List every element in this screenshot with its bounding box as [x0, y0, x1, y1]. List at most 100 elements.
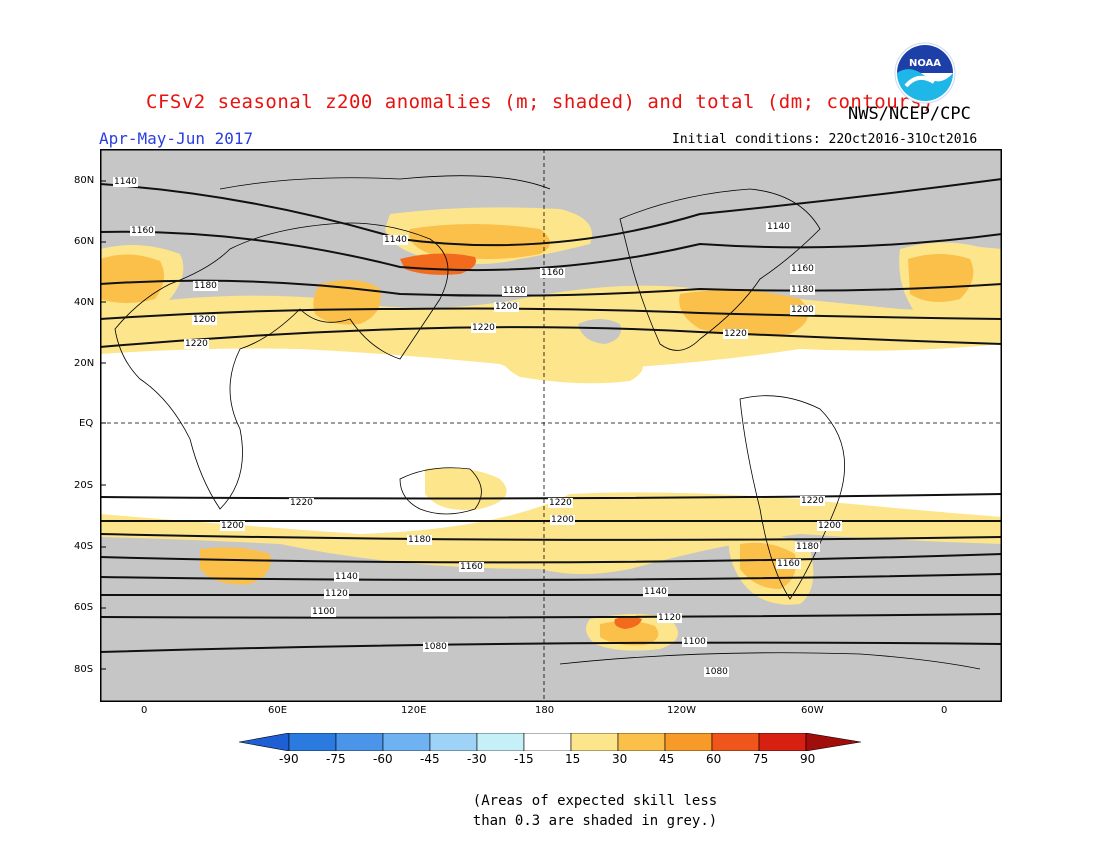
- colorbar-label: -60: [373, 752, 393, 766]
- contour-label: 1220: [184, 339, 209, 349]
- lat-tick-label: 80N: [74, 175, 95, 186]
- svg-text:NOAA: NOAA: [909, 58, 941, 69]
- contour-label: 1160: [130, 226, 155, 236]
- contour-1180-nh: [100, 279, 1002, 297]
- contour-label: 1220: [800, 496, 825, 506]
- anomaly-sh-band: [100, 492, 1002, 574]
- colorbar-swatch: [382, 733, 431, 751]
- lat-tick-label: 80S: [74, 664, 94, 675]
- anomaly-nh-subtropics: [499, 342, 643, 384]
- colorbar-label: 15: [565, 752, 581, 766]
- lon-tick-label: 0: [141, 705, 148, 716]
- anomaly-southern-ocean-core: [600, 620, 659, 646]
- coastlines: [114, 175, 981, 670]
- noaa-logo: NOAA: [894, 42, 956, 104]
- contour-label: 1200: [192, 315, 217, 325]
- anomaly-na-atlantic: [679, 290, 808, 336]
- colorbar-swatch: [523, 733, 572, 751]
- contour-label: 1180: [193, 281, 218, 291]
- footnote: (Areas of expected skill less than 0.3 a…: [440, 791, 750, 831]
- contour-label: 1200: [494, 302, 519, 312]
- lon-tick-label: 120E: [401, 705, 427, 716]
- contour-1100-sh: [100, 613, 1002, 619]
- contour-label: 1080: [704, 667, 729, 677]
- colorbar-label: -15: [514, 752, 534, 766]
- colorbar-label: -90: [279, 752, 299, 766]
- lon-tick-label: 60E: [268, 705, 288, 716]
- lat-tick-label: 20S: [74, 480, 94, 491]
- contour-label: 1200: [790, 305, 815, 315]
- contour-1080-sh: [100, 641, 1002, 653]
- contour-label: 1160: [459, 562, 484, 572]
- contour-1200-nh: [100, 307, 1002, 320]
- contour-label: 1200: [817, 521, 842, 531]
- contour-1160-sh: [100, 553, 1002, 564]
- contour-label: 1140: [643, 587, 668, 597]
- lat-tick-label: 40S: [74, 541, 94, 552]
- contour-label: 1120: [657, 613, 682, 623]
- contour-1140-sh: [100, 573, 1002, 581]
- contour-label: 1100: [311, 607, 336, 617]
- lat-tick-label: 60S: [74, 602, 94, 613]
- colorbar-label: 90: [800, 752, 816, 766]
- colorbar-swatch: [617, 733, 666, 751]
- tropical-no-shade: [100, 324, 1002, 524]
- contour-label: 1220: [548, 498, 573, 508]
- colorbar-swatch: [570, 733, 619, 751]
- lat-tick-label: 40N: [74, 297, 95, 308]
- contour-label: 1220: [723, 329, 748, 339]
- contour-label: 1180: [502, 286, 527, 296]
- anomaly-southern-ocean-peak: [614, 616, 642, 629]
- contour-label: 1140: [334, 572, 359, 582]
- map-title: CFSv2 seasonal z200 anomalies (m; shaded…: [146, 91, 934, 113]
- footnote-line-1: (Areas of expected skill less: [472, 793, 718, 809]
- contour-label: 1160: [790, 264, 815, 274]
- contour-label: 1180: [790, 285, 815, 295]
- colorbar-label: -75: [326, 752, 346, 766]
- lon-tick-label: 120W: [667, 705, 696, 716]
- lon-tick-label: 0: [941, 705, 948, 716]
- colorbar-swatch: [288, 733, 337, 751]
- period-label: Apr-May-Jun 2017: [99, 129, 254, 148]
- colorbar-cap-low: [239, 733, 290, 751]
- colorbar-label: -45: [420, 752, 440, 766]
- colorbar: [239, 733, 861, 751]
- contour-label: 1100: [682, 637, 707, 647]
- anomaly-asia-core: [409, 224, 550, 259]
- footnote-line-2: than 0.3 are shaded in grey.): [472, 813, 718, 829]
- agency-label: NWS/NCEP/CPC: [848, 104, 971, 124]
- contour-label: 1140: [383, 235, 408, 245]
- map-frame: [100, 149, 1002, 702]
- contours: [100, 178, 1002, 653]
- contour-label: 1160: [776, 559, 801, 569]
- contour-label: 1140: [766, 222, 791, 232]
- colorbar-swatch: [476, 733, 525, 751]
- contour-1180-sh: [100, 533, 1002, 541]
- anomaly-europe-left-core: [100, 254, 164, 303]
- contour-label: 1140: [113, 177, 138, 187]
- contour-label: 1160: [540, 268, 565, 278]
- grey-patch-pacific: [578, 319, 621, 344]
- contour-label: 1120: [324, 589, 349, 599]
- colorbar-swatch: [758, 733, 807, 751]
- colorbar-label: 60: [706, 752, 722, 766]
- contour-label: 1080: [423, 642, 448, 652]
- anomaly-europe-right-core: [908, 254, 974, 303]
- contour-label: 1180: [407, 535, 432, 545]
- contour-1220-nh: [100, 326, 1002, 348]
- colorbar-swatch: [711, 733, 760, 751]
- contour-1140-nh: [100, 178, 1002, 247]
- lat-tick-label: EQ: [79, 418, 94, 429]
- contour-label: 1200: [220, 521, 245, 531]
- lat-tick-label: 20N: [74, 358, 95, 369]
- colorbar-swatch: [429, 733, 478, 751]
- colorbar-swatch: [664, 733, 713, 751]
- lon-tick-label: 180: [535, 705, 555, 716]
- anomaly-south-africa: [200, 547, 271, 585]
- contour-1120-sh: [100, 594, 1002, 597]
- colorbar-label: 45: [659, 752, 675, 766]
- lon-tick-label: 60W: [801, 705, 824, 716]
- contour-label: 1180: [795, 542, 820, 552]
- contour-label: 1220: [471, 323, 496, 333]
- colorbar-swatch: [335, 733, 384, 751]
